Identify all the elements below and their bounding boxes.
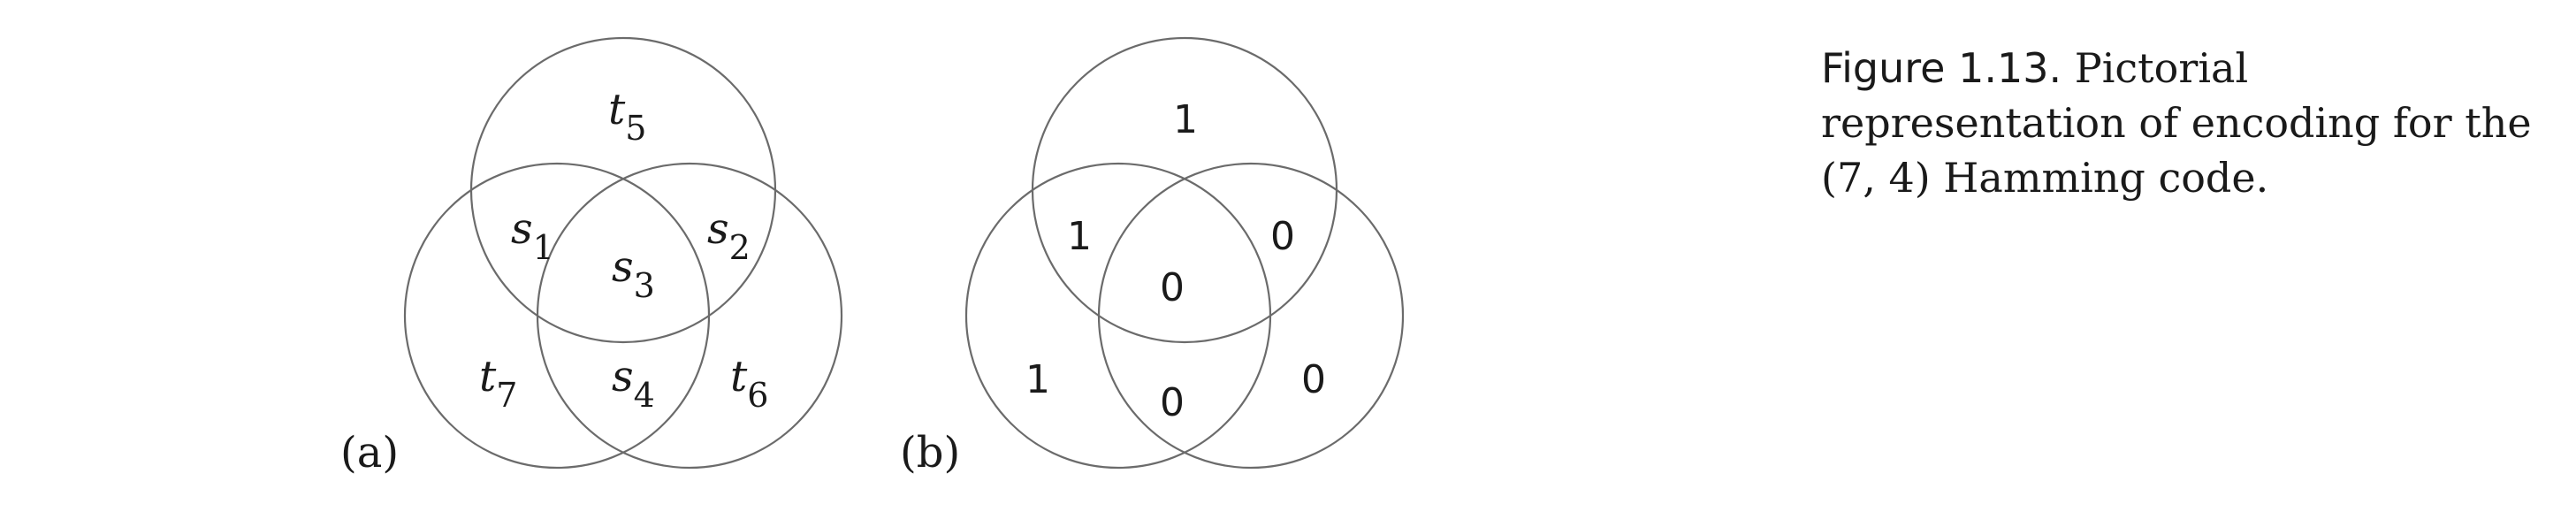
panel-a: t5 s1 s2 s3 s4 t7 t6 (a) — [340, 36, 843, 477]
bit-bottom-left: 1 — [1025, 357, 1050, 402]
panel-label-a: (a) — [340, 428, 399, 477]
region-label-t6: t6 — [730, 352, 768, 415]
caption-line-1: Figure 1.13. Pictorial — [1821, 41, 2564, 95]
region-label-s1: s1 — [511, 204, 554, 267]
bit-top-left: 1 — [1067, 214, 1092, 259]
venn-circle-right-b — [1097, 162, 1405, 470]
bit-bottom-center: 0 — [1160, 380, 1185, 425]
caption-figure-label: Figure 1.13. — [1821, 44, 2062, 92]
region-label-s3: s3 — [612, 242, 655, 305]
bit-top-right: 0 — [1270, 214, 1295, 259]
figure-caption: Figure 1.13. Pictorial representation of… — [1821, 41, 2564, 205]
region-label-t7: t7 — [479, 352, 517, 415]
region-label-s4: s4 — [612, 352, 655, 415]
bit-top: 1 — [1173, 97, 1198, 142]
region-label-s2: s2 — [707, 204, 751, 267]
panel-label-b: (b) — [900, 428, 960, 477]
bit-bottom-right: 0 — [1301, 357, 1326, 402]
bit-center: 0 — [1160, 265, 1185, 310]
caption-text-1: Pictorial — [2074, 44, 2249, 92]
venn-circle-top-a — [469, 36, 777, 344]
caption-line-2: representation of encoding for the — [1821, 99, 2532, 147]
caption-line-3: (7, 4) Hamming code. — [1821, 154, 2269, 202]
venn-circle-left-a — [403, 162, 711, 470]
region-label-t5: t5 — [608, 85, 646, 148]
panel-b: 1 1 0 0 0 1 0 (b) — [900, 36, 1405, 477]
venn-circle-right-a — [536, 162, 843, 470]
venn-circle-top-b — [1031, 36, 1338, 344]
venn-circle-left-b — [964, 162, 1272, 470]
